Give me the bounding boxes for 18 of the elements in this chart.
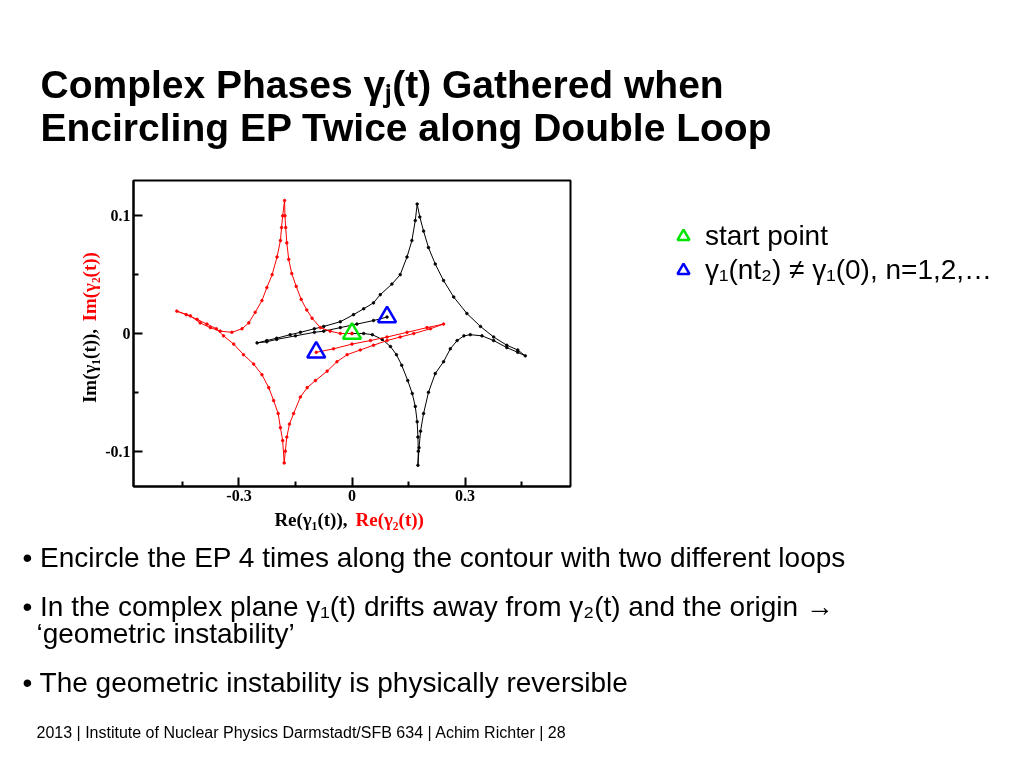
chart-title: Complex Phases γⱼ(t) Gathered when Encircling EP Twice along Double Loop bbox=[40, 63, 772, 149]
text: • In the complex plane γ₁(t) drifts away from γ₂(t) and the origin → ‘geometric instability’ bbox=[22, 591, 834, 649]
x-axis-title: Re(γ₁(t)), Re(γ₂(t)) bbox=[274, 509, 424, 531]
x-tick-label: -0.3 bbox=[226, 486, 252, 504]
y-tick-label: -0.1 bbox=[105, 442, 131, 460]
y-axis-title: Im(γ₁(t)), Im(γ₂(t)) bbox=[79, 252, 101, 404]
text: 2013 | Institute of Nuclear Physics Darmstadt/SFB 634 | Achim Richter | 28 bbox=[36, 724, 566, 741]
x-tick-label: 0 bbox=[348, 486, 356, 504]
y-tick-label: 0 bbox=[122, 325, 131, 342]
legend-label: γ₁(nt₂) ≠ γ₁(0), n=1,2,… bbox=[705, 253, 993, 287]
text: • Encircle the EP 4 times along the contour with two different loops bbox=[22, 542, 846, 573]
point bbox=[305, 340, 327, 359]
point bbox=[376, 305, 398, 324]
point bbox=[341, 321, 363, 340]
text: • The geometric instability is physically reversible bbox=[22, 667, 628, 698]
y-tick-label: 0.1 bbox=[110, 207, 131, 225]
legend-label: start point bbox=[705, 219, 828, 253]
x-tick-label: 0.3 bbox=[455, 486, 476, 504]
